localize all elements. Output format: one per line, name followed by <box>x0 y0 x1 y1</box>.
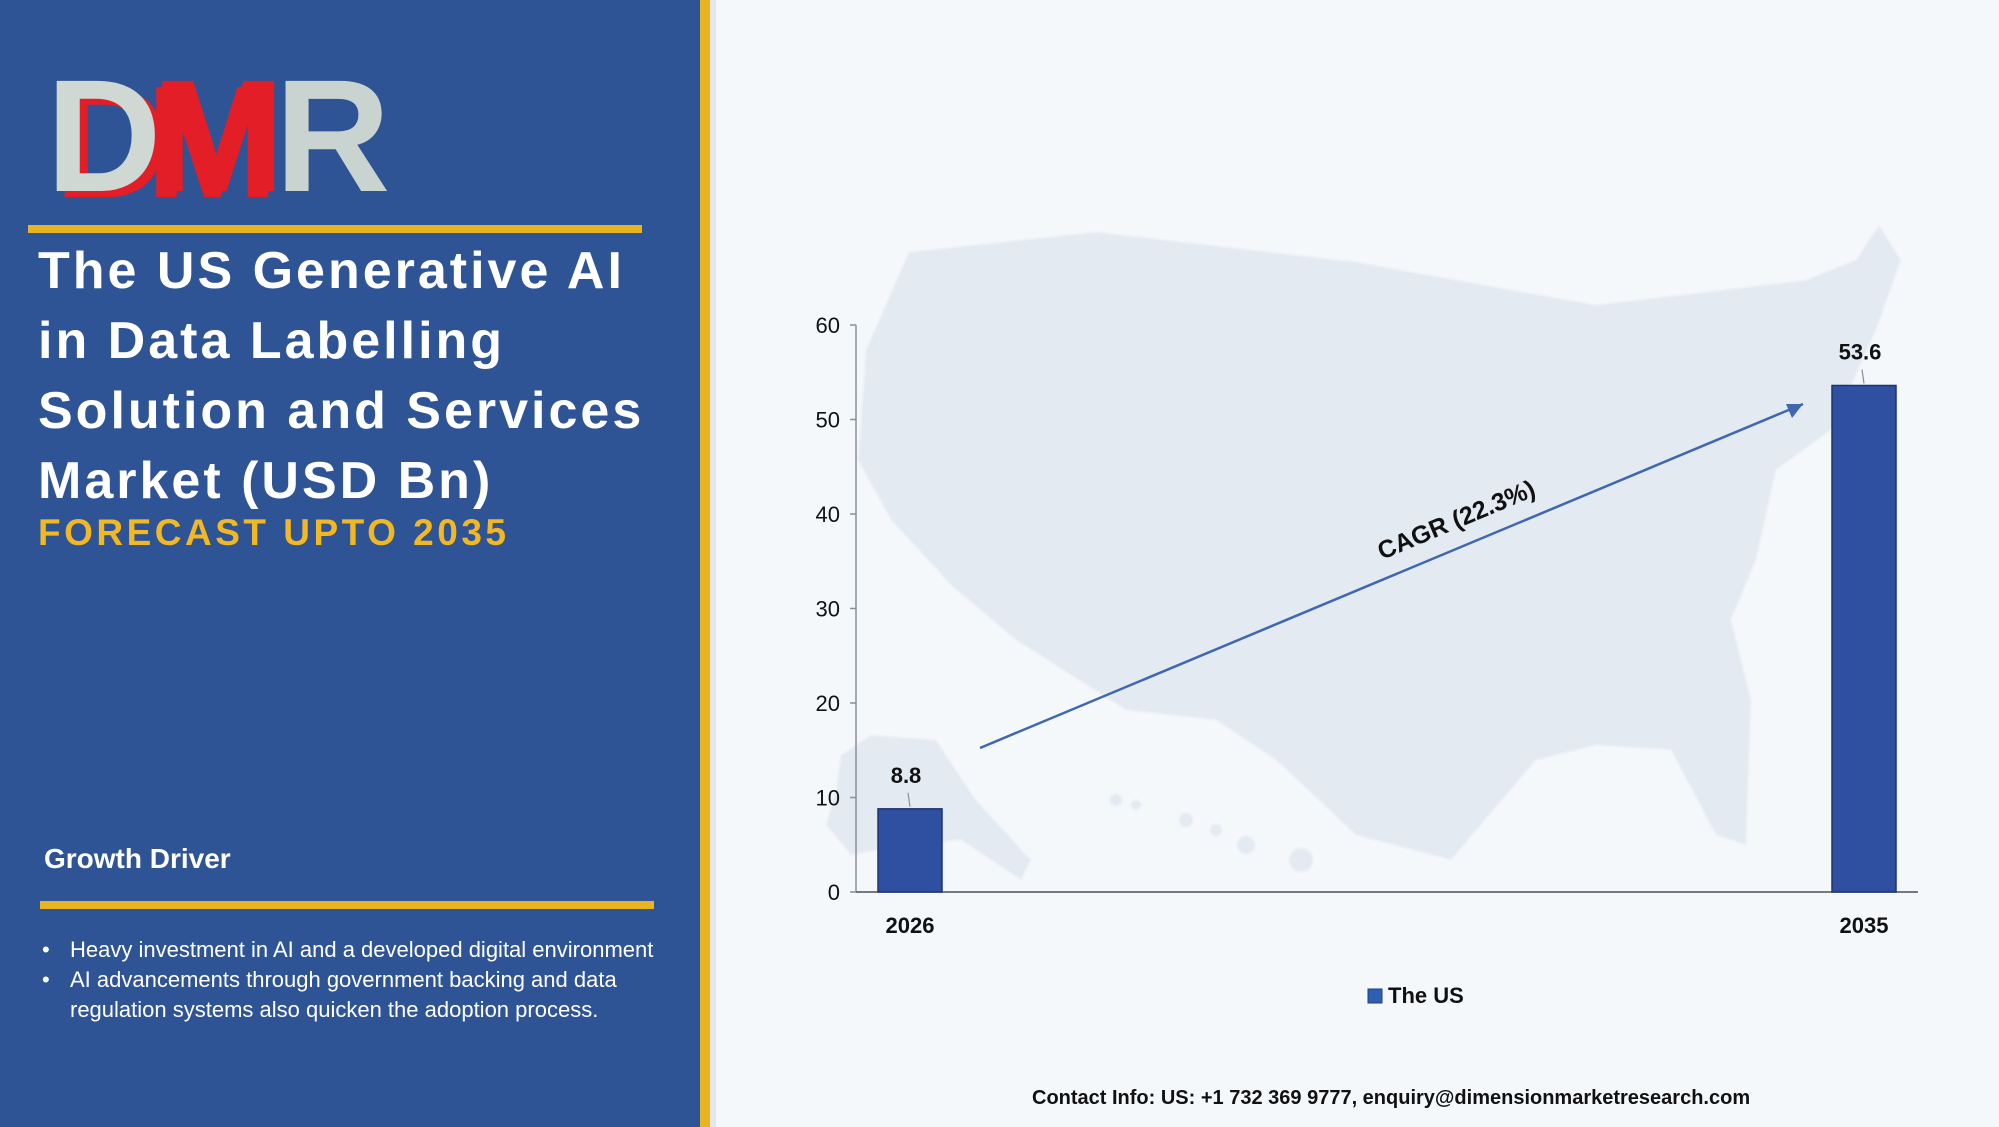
data-labels: 8.8 53.6 <box>891 339 1882 807</box>
y-axis-ticks: 0 10 20 30 40 50 60 <box>816 313 856 905</box>
bars <box>877 384 1897 893</box>
dmr-logo: DMR <box>46 56 390 216</box>
logo-letter-d: D <box>46 46 162 225</box>
growth-driver-item: AI advancements through government backi… <box>42 965 662 1025</box>
bar-2035 <box>1831 384 1897 893</box>
y-tick-label: 30 <box>816 597 840 622</box>
cagr-arrowhead <box>1786 404 1803 418</box>
x-tick-label: 2026 <box>886 913 935 938</box>
gold-divider <box>700 0 710 1127</box>
logo-letter-m: M <box>151 46 285 225</box>
growth-driver-rule <box>40 901 654 909</box>
data-label-leader <box>1861 369 1865 384</box>
logo-letter-r: R <box>274 46 391 225</box>
page-title: The US Generative AI in Data Labelling S… <box>38 242 645 510</box>
y-tick-label: 50 <box>816 408 840 433</box>
data-label: 8.8 <box>891 763 922 788</box>
contact-info: Contact Info: US: +1 732 369 9777, enqui… <box>1032 1087 1751 1109</box>
cagr-arrow <box>979 402 1804 750</box>
bar-2026 <box>877 808 943 893</box>
y-tick-label: 40 <box>816 502 840 527</box>
y-tick-label: 60 <box>816 313 840 338</box>
page-subtitle: FORECAST UPTO 2035 <box>38 512 510 553</box>
legend-label: The US <box>1388 983 1464 1008</box>
growth-driver-item: Heavy investment in AI and a developed d… <box>42 935 662 965</box>
light-divider <box>710 0 716 1127</box>
data-label-leader <box>907 792 911 807</box>
growth-driver-heading: Growth Driver <box>44 843 231 874</box>
x-tick-label: 2035 <box>1840 913 1889 938</box>
data-label: 53.6 <box>1839 339 1882 364</box>
y-tick-label: 20 <box>816 691 840 716</box>
y-tick-label: 0 <box>828 880 840 905</box>
x-axis-labels: 2026 2035 <box>886 913 1889 938</box>
growth-driver-list: Heavy investment in AI and a developed d… <box>42 935 662 1025</box>
y-tick-label: 10 <box>816 786 840 811</box>
us-map-background <box>824 223 1903 882</box>
title-top-rule <box>28 225 642 233</box>
legend-swatch <box>1367 988 1383 1004</box>
